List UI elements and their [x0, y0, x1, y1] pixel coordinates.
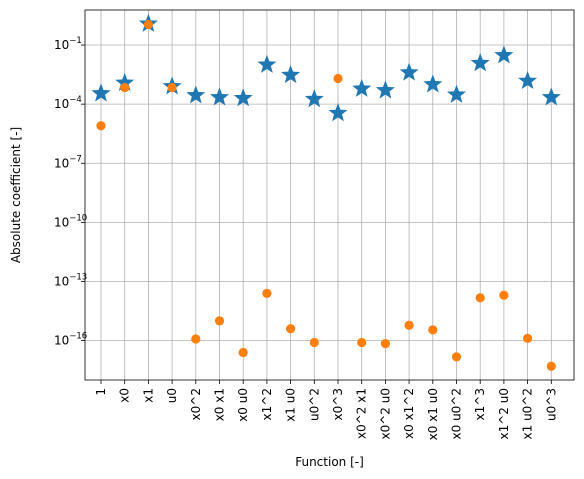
y-tick-label: 10−10: [54, 213, 87, 229]
star-point-1: [91, 83, 111, 102]
x-tick-label: x1^2 u0: [497, 388, 511, 439]
circle-point-x0-u0-2: [451, 352, 462, 362]
ticks-layer: 1 x0 x1 u0 x0^2 x0 x1 x0 u0 x1^2 x1 u0 u0^2 x0^3 x0…: [54, 36, 558, 440]
star-point-x0-u0-2: [446, 84, 467, 103]
star-point-x0-2-x1: [352, 78, 372, 97]
x-tick-label: x0^3: [331, 388, 345, 420]
y-tick-base: 10: [54, 156, 69, 170]
x-axis-label: Function [-]: [295, 455, 364, 469]
circle-point-1: [96, 121, 106, 131]
y-tick-exponent: −10: [69, 213, 87, 223]
star-point-x1-u0-2: [518, 70, 538, 90]
y-axis-label: Absolute coefficient [-]: [9, 127, 23, 263]
x-tick-label: x0 x1: [213, 388, 227, 421]
star-point-x0: [115, 72, 135, 91]
star-point-x1-2: [257, 54, 277, 73]
circle-point-u0: [167, 82, 177, 93]
star-point-x1-3: [470, 53, 490, 72]
circle-point-x0: [120, 82, 130, 93]
x-tick-label: x1 u0^2: [521, 388, 535, 439]
circle-point-x1-2: [262, 288, 272, 298]
star-point-x0-x1: [209, 87, 230, 106]
y-tick-exponent: −7: [69, 154, 82, 164]
star-point-x0-u0: [233, 88, 253, 107]
plot-frame: [84, 9, 575, 381]
circle-point-x1-u0: [286, 324, 296, 334]
star-point-x1-u0: [281, 65, 301, 84]
x-tick-label: x1^2: [260, 388, 274, 420]
y-tick-exponent: −16: [69, 332, 87, 342]
x-tick-label: x0^2 x1: [355, 388, 369, 439]
x-tick-label: u0^2: [307, 388, 321, 421]
x-tick-label: x0 x1^2: [402, 388, 416, 439]
circle-point-x0-x1-2: [404, 320, 414, 330]
x-tick-label: x0 u0: [236, 388, 250, 422]
y-tick-base: 10: [54, 274, 69, 288]
circle-point-x0-x1-u0: [428, 325, 438, 335]
x-tick-label: u0^3: [544, 388, 558, 421]
x-tick-label: x0^2: [189, 388, 203, 420]
star-point-x0-x1-2: [399, 62, 419, 81]
x-tick-label: x0^2 u0: [378, 388, 392, 439]
x-tick-label: u0: [165, 388, 179, 403]
y-tick-label: 10−13: [54, 272, 87, 288]
x-tick-label: x1^3: [473, 388, 487, 420]
circle-point-x0-u0: [238, 347, 248, 358]
x-tick-label: x0 x1 u0: [426, 388, 440, 440]
y-tick-base: 10: [54, 38, 69, 52]
grid-layer: [85, 10, 574, 380]
y-tick-label: 10−16: [54, 332, 87, 348]
star-point-x1-2-u0: [494, 45, 514, 64]
circle-point-x0-2-x1: [357, 337, 367, 348]
circle-point-x0-2: [191, 334, 201, 344]
circle-point-x1-3: [475, 293, 485, 303]
circle-point-x1-u0-2: [523, 333, 533, 343]
circle-point-x0-x1: [214, 316, 225, 326]
y-tick-exponent: −1: [69, 36, 82, 46]
y-tick-base: 10: [54, 334, 69, 348]
circle-point-x1: [143, 19, 153, 30]
star-point-x0-3: [328, 103, 348, 122]
x-tick-label: x0: [118, 388, 132, 403]
x-tick-label: x1: [141, 388, 155, 403]
circle-point-x1-2-u0: [499, 290, 509, 300]
y-tick-label: 10−7: [54, 154, 82, 170]
x-tick-label: x0 u0^2: [450, 388, 464, 439]
circle-point-x0-3: [333, 73, 343, 84]
x-tick-label: x1 u0: [284, 388, 298, 422]
y-tick-exponent: −13: [69, 272, 87, 282]
star-point-x0-x1-u0: [423, 74, 443, 93]
y-tick-exponent: −4: [69, 95, 82, 105]
x-tick-label: 1: [94, 388, 108, 396]
star-point-x0-2: [186, 85, 206, 104]
star-point-u0-3: [541, 87, 561, 106]
y-tick-label: 10−4: [54, 95, 82, 111]
circle-point-u0-3: [546, 361, 556, 371]
star-point-u0-2: [304, 89, 324, 108]
circle-point-u0-2: [309, 337, 319, 348]
y-tick-label: 10−1: [54, 36, 82, 52]
star-point-x0-2-u0: [375, 80, 395, 99]
points-layer: [91, 13, 561, 371]
circle-point-x0-2-u0: [380, 339, 390, 349]
y-tick-base: 10: [54, 215, 69, 229]
y-tick-base: 10: [54, 97, 69, 111]
